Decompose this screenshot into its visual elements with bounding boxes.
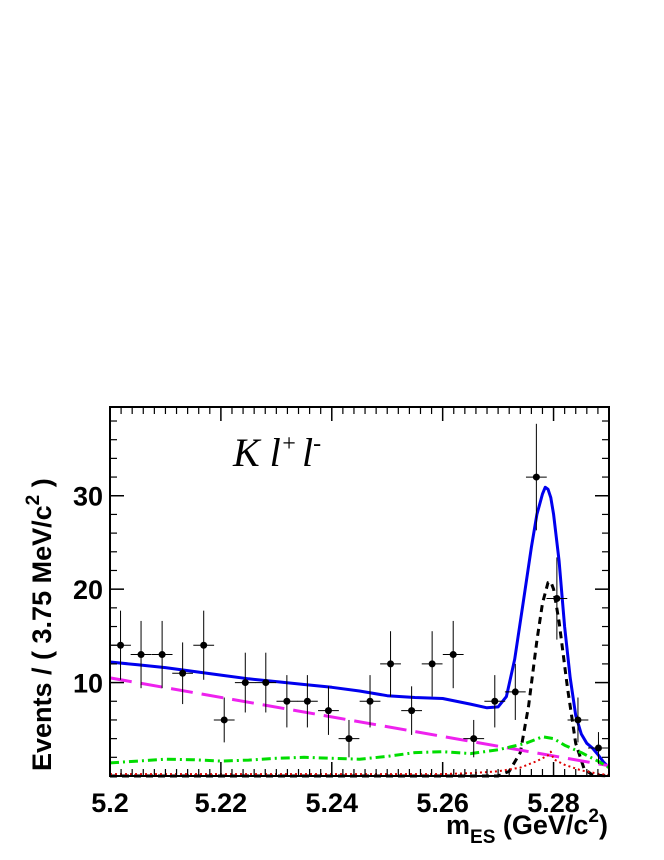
data-point [255,652,277,713]
data-marker [387,660,395,668]
y-axis-title: Events / ( 3.75 MeV/c2 ) [23,478,57,771]
data-point [359,675,381,728]
signal-curve [110,580,610,778]
data-marker [428,660,436,668]
data-marker [137,651,145,659]
combinatorial-background-curve [109,676,610,768]
data-marker [491,697,499,705]
data-points [110,423,609,764]
data-marker [594,744,602,752]
data-marker [220,716,228,724]
data-marker [470,735,478,743]
data-point [318,686,339,735]
data-point [421,631,443,697]
data-point [380,631,401,697]
data-marker [324,707,332,715]
x-tick-label: 5.22 [195,788,248,818]
x-tick-label: 5.24 [305,788,358,818]
total-fit-curve [109,485,611,769]
data-point [484,675,506,728]
data-point [567,697,589,743]
data-marker [553,595,561,603]
data-point [504,663,526,720]
data-marker [366,697,374,705]
data-point [401,686,423,735]
data-marker [574,716,582,724]
data-point [213,697,235,743]
data-marker [158,651,166,659]
data-marker [408,707,416,715]
y-tick-label: 10 [73,669,103,699]
data-marker [179,669,187,677]
data-point [588,732,609,764]
peaking-background-curve [109,735,610,769]
data-point [296,675,318,728]
data-marker [303,697,311,705]
data-marker [283,697,291,705]
annotation-label: K l+ l- [232,430,321,475]
other-background-curve [110,750,610,777]
data-marker [511,688,519,696]
data-marker [262,679,270,687]
data-point [525,423,547,531]
data-point [172,642,194,705]
data-point [151,620,173,689]
x-tick-label: 5.28 [527,788,580,818]
x-tick-label: 5.26 [416,788,469,818]
y-tick-label: 30 [73,482,103,512]
y-tick-label: 20 [73,575,103,605]
data-point [338,719,360,758]
data-point [442,620,464,689]
axis-ticks: 5.2 5.22 5.24 5.26 5.28 10 20 30 [73,407,609,818]
data-marker [117,641,125,649]
data-marker [532,473,540,481]
data-point [276,675,298,728]
data-point [546,557,568,640]
fit-curves [109,485,611,778]
data-point [130,620,152,689]
data-point [463,719,485,758]
plot-frame [109,406,610,777]
data-point [193,610,215,680]
data-point [110,610,131,680]
x-tick-label: 5.2 [91,788,129,818]
data-marker [200,641,208,649]
data-marker [241,679,249,687]
data-marker [449,651,457,659]
data-point [234,652,256,713]
x-axis-title: mES (GeV/c2) [446,806,608,848]
data-marker [345,735,353,743]
